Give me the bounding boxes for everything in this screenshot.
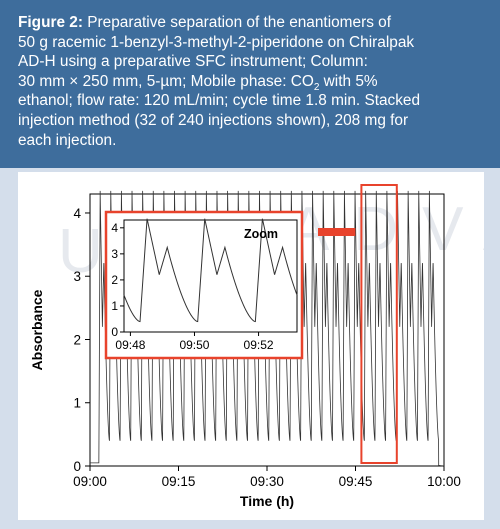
y-tick-label: 2 <box>73 332 81 347</box>
x-tick-label: 09:45 <box>339 474 373 489</box>
zoom-inset: 0 1 2 3 4 09:48 09:50 09:52 Zoom <box>104 210 304 360</box>
x-axis-title: Time (h) <box>240 493 294 509</box>
caption-line-6: injection method (32 of 240 injections s… <box>18 111 409 129</box>
inset-title: Zoom <box>244 227 278 241</box>
y-tick-label: 0 <box>73 459 81 474</box>
inset-x-tick-label: 09:48 <box>115 338 145 352</box>
x-tick-label: 10:00 <box>427 474 461 489</box>
figure-caption: Figure 2: Preparative separation of the … <box>0 0 500 168</box>
caption-line-4: 30 mm × 250 mm, 5-µm; Mobile phase: CO <box>18 72 314 90</box>
y-tick-label: 3 <box>73 269 81 284</box>
caption-line-7: each injection. <box>18 131 117 149</box>
y-tick-label: 1 <box>73 396 81 411</box>
x-tick-label: 09:15 <box>162 474 196 489</box>
y-tick-label: 4 <box>73 206 81 221</box>
caption-line-2: 50 g racemic 1-benzyl-3-methyl-2-piperid… <box>18 33 415 51</box>
inset-plot-frame <box>123 219 298 333</box>
caption-line-3: AD-H using a preparative SFC instrument;… <box>18 53 368 71</box>
x-tick-label: 09:00 <box>73 474 107 489</box>
inset-y-tick-label: 3 <box>111 247 118 261</box>
caption-line-4-end: with 5% <box>319 72 378 90</box>
inset-x-tick-label: 09:50 <box>179 338 209 352</box>
watermark-top: ADVA <box>288 195 484 264</box>
chromatogram-chart: ADVA UEM 0123409:0009:1509:3009:4510:00T… <box>29 184 484 509</box>
inset-y-tick-label: 0 <box>111 325 118 339</box>
caption-line-4-subscript: 2 <box>313 81 320 93</box>
chart-panel: ADVA UEM 0123409:0009:1509:3009:4510:00T… <box>18 172 484 520</box>
highlight-box <box>360 184 398 464</box>
y-axis-title: Absorbance <box>29 289 45 370</box>
chromatogram-trace <box>90 190 444 467</box>
inset-y-tick-label: 2 <box>111 273 118 287</box>
inset-x-tick-label: 09:52 <box>244 338 274 352</box>
x-tick-label: 09:30 <box>250 474 284 489</box>
caption-line-5: ethanol; flow rate: 120 mL/min; cycle ti… <box>18 92 421 110</box>
caption-label: Figure 2: <box>18 14 83 31</box>
caption-line-1: Preparative separation of the enantiomer… <box>87 14 391 31</box>
inset-y-tick-label: 4 <box>111 221 118 235</box>
inset-trace <box>123 218 298 323</box>
inset-y-tick-label: 1 <box>111 299 118 313</box>
main-plot: 0 1 2 3 4 09:00 09:15 09:30 09:45 10:00 Time (h) Ab… <box>29 184 461 509</box>
